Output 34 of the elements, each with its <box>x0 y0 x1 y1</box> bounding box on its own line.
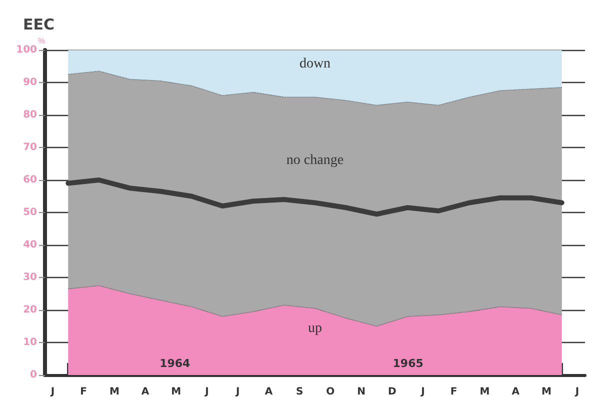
x-tick-label: F <box>450 386 458 398</box>
y-tick-label: 40 <box>23 240 38 250</box>
chart-title: EEC <box>23 16 55 34</box>
y-axis-title: % <box>38 36 45 46</box>
x-tick-label: M <box>171 386 182 398</box>
x-tick-label: J <box>204 386 209 398</box>
y-tick-label: 60 <box>23 174 38 186</box>
y-tick-label: 10 <box>23 337 38 348</box>
x-tick-label: O <box>326 386 335 398</box>
x-tick-label: J <box>50 386 55 398</box>
series-label: down <box>299 56 331 72</box>
y-tick-label: 20 <box>23 304 38 316</box>
x-tick-label: A <box>264 386 273 398</box>
y-tick-label: 50 <box>23 207 38 218</box>
y-tick-label: 0 <box>30 370 38 380</box>
x-tick-label: M <box>109 386 120 398</box>
x-tick-label: J <box>234 386 240 398</box>
x-tick-label: J <box>574 386 580 398</box>
annotation: 1965 <box>392 357 424 370</box>
x-tick-label: A <box>512 386 520 398</box>
x-tick-label: F <box>80 386 87 398</box>
y-tick-label: 80 <box>23 110 38 120</box>
y-tick-label: 100 <box>16 44 38 56</box>
x-tick-label: D <box>388 386 396 398</box>
x-tick-label: M <box>541 386 552 398</box>
annotation: 1964 <box>160 357 191 370</box>
x-tick-label: A <box>141 386 150 398</box>
y-tick-label: 70 <box>23 142 38 153</box>
x-tick-label: J <box>420 386 425 398</box>
x-tick-label: S <box>296 386 304 398</box>
x-tick-label: N <box>357 386 366 398</box>
y-tick-label: 30 <box>23 272 38 283</box>
y-tick-label: 90 <box>23 77 38 88</box>
x-tick-label: M <box>480 386 490 398</box>
